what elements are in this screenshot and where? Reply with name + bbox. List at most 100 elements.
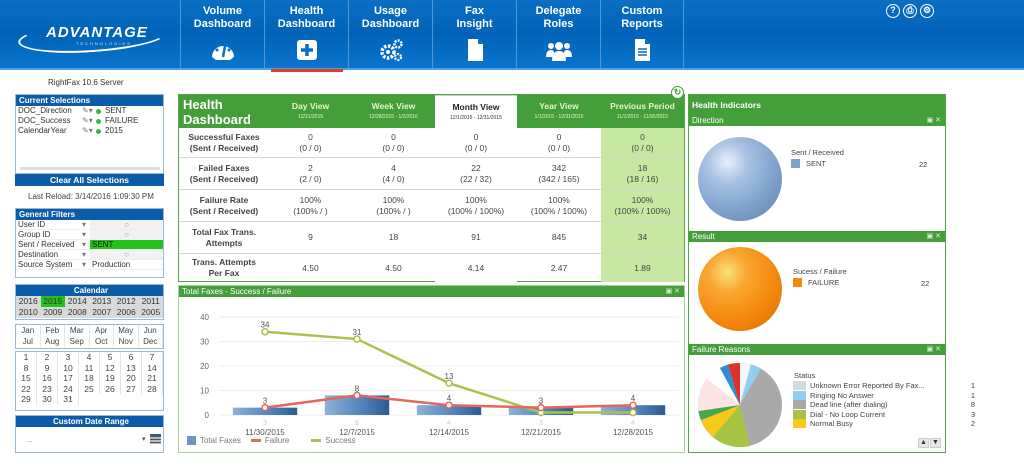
nav-delegate-roles[interactable]: Delegate Roles (516, 0, 600, 68)
year-cell-selected[interactable]: 2015 (40, 296, 65, 307)
filter-destination[interactable]: Destination ▾ ○ (16, 250, 163, 260)
legend-failure-result[interactable]: FAILURE (793, 278, 839, 287)
year-cell[interactable]: 2009 (43, 307, 63, 317)
day-cell[interactable]: 27 (121, 383, 142, 394)
year-cell[interactable]: 2010 (18, 307, 38, 317)
day-cell[interactable]: 17 (58, 373, 79, 384)
day-cell[interactable]: 4 (79, 352, 100, 363)
month-cell[interactable]: Apr (90, 325, 114, 336)
legend-failure[interactable]: Failure (250, 436, 289, 445)
failure-reasons-pie-chart[interactable] (695, 360, 785, 450)
edit-dropdown-icon[interactable]: ✎▾ (82, 126, 93, 135)
month-cell[interactable]: Jul (16, 336, 41, 347)
legend-item[interactable]: Normal Busy 2 (793, 419, 975, 429)
day-cell[interactable]: 20 (121, 373, 142, 384)
day-cell[interactable]: 9 (37, 362, 58, 373)
day-cell[interactable]: 8 (16, 362, 37, 373)
custom-date-range-input[interactable]: ... ▾ (16, 427, 163, 452)
day-cell[interactable]: 3 (58, 352, 79, 363)
day-cell[interactable]: 25 (79, 383, 100, 394)
day-cell[interactable]: 18 (79, 373, 100, 384)
day-cell[interactable]: 14 (142, 362, 163, 373)
panel-controls-icon[interactable]: ▣ ✕ (926, 233, 941, 240)
month-cell[interactable]: Aug (41, 336, 65, 347)
refresh-icon[interactable]: ↻ (671, 86, 684, 99)
day-cell[interactable]: 16 (37, 373, 58, 384)
scroll-down-button[interactable]: ▼ (930, 438, 941, 448)
panel-controls-icon[interactable]: ▣ ✕ (926, 117, 941, 124)
dropdown-icon[interactable]: ▾ (82, 250, 87, 259)
horizontal-scrollbar[interactable] (20, 167, 160, 170)
dropdown-icon[interactable]: ▾ (82, 230, 87, 239)
panel-controls-icon[interactable]: ▣ ✕ (926, 346, 941, 353)
tab-previous-period[interactable]: Previous Period 11/1/2015 - 11/30/2015 (610, 101, 675, 120)
day-cell[interactable]: 10 (58, 362, 79, 373)
day-cell[interactable]: 22 (16, 383, 37, 394)
clear-all-selections-button[interactable]: Clear All Selections (15, 174, 164, 186)
month-cell[interactable]: Jan (16, 325, 41, 336)
tab-month-view[interactable]: Month View 12/1/2015 - 12/31/2015 (435, 95, 517, 128)
day-cell[interactable]: 1 (16, 352, 37, 363)
year-cell[interactable]: 2014 (67, 296, 87, 306)
day-cell[interactable]: 30 (37, 394, 58, 405)
nav-health-dashboard[interactable]: Health Dashboard (264, 0, 348, 72)
print-icon[interactable]: ⎙ (903, 4, 917, 18)
selection-row[interactable]: CalendarYear ✎▾ 2015 (18, 126, 123, 135)
nav-fax-insight[interactable]: Fax Insight (432, 0, 516, 68)
nav-usage-dashboard[interactable]: Usage Dashboard (348, 0, 432, 68)
day-cell[interactable]: 24 (58, 383, 79, 394)
edit-dropdown-icon[interactable]: ✎▾ (82, 106, 93, 115)
month-cell[interactable]: Feb (41, 325, 65, 336)
filter-sent-received[interactable]: Sent / Received ▾ SENT (16, 240, 163, 250)
dropdown-icon[interactable]: ▾ (82, 240, 87, 249)
day-cell[interactable]: 31 (58, 394, 79, 405)
settings-icon[interactable]: ⚙ (920, 4, 934, 18)
day-cell[interactable]: 15 (16, 373, 37, 384)
day-cell[interactable]: 11 (79, 362, 100, 373)
year-cell[interactable]: 2007 (92, 307, 112, 317)
month-cell[interactable]: Dec (139, 336, 163, 347)
month-cell[interactable]: Mar (65, 325, 90, 336)
legend-success[interactable]: Success (311, 436, 356, 445)
dropdown-icon[interactable]: ▾ (82, 220, 87, 229)
selection-row[interactable]: DOC_Direction ✎▾ SENT (18, 106, 127, 115)
year-cell[interactable]: 2006 (116, 307, 136, 317)
day-cell[interactable]: 12 (100, 362, 121, 373)
year-cell[interactable]: 2012 (116, 296, 136, 306)
day-cell[interactable]: 5 (100, 352, 121, 363)
tab-day-view[interactable]: Day View 12/31/2015 (291, 101, 330, 120)
day-cell[interactable]: 2 (37, 352, 58, 363)
filter-source-system[interactable]: Source System ▾ Production (16, 260, 163, 270)
month-cell[interactable]: Nov (114, 336, 139, 347)
edit-dropdown-icon[interactable]: ✎▾ (82, 116, 93, 125)
month-cell[interactable]: Sep (65, 336, 90, 347)
day-cell[interactable]: 7 (142, 352, 163, 363)
legend-total-faxes[interactable]: Total Faxes (187, 436, 241, 446)
year-cell[interactable]: 2013 (92, 296, 112, 306)
legend-item[interactable]: Ringing No Answer 1 (793, 390, 975, 401)
day-cell[interactable]: 21 (142, 373, 163, 384)
year-cell[interactable]: 2016 (18, 296, 38, 306)
filter-user-id[interactable]: User ID ▾ ○ (16, 220, 163, 230)
nav-volume-dashboard[interactable]: Volume Dashboard (180, 0, 264, 68)
panel-controls-icon[interactable]: ▣ ✕ (665, 288, 680, 295)
day-cell[interactable]: 6 (121, 352, 142, 363)
month-cell[interactable]: Oct (90, 336, 114, 347)
day-cell[interactable]: 28 (142, 383, 163, 394)
dropdown-icon[interactable]: ▾ (82, 260, 87, 269)
filter-group-id[interactable]: Group ID ▾ ○ (16, 230, 163, 240)
month-cell[interactable]: Jun (139, 325, 163, 336)
month-cell[interactable]: May (114, 325, 139, 336)
direction-pie-chart[interactable] (698, 137, 782, 221)
tab-year-view[interactable]: Year View 1/1/2015 - 12/31/2015 (534, 101, 584, 120)
legend-item[interactable]: Dial - No Loop Current 3 (793, 409, 975, 420)
year-cell[interactable]: 2008 (67, 307, 87, 317)
legend-item[interactable]: Unknown Error Reported By Fax... 1 (793, 381, 975, 391)
calendar-picker-icon[interactable] (150, 434, 161, 444)
tab-week-view[interactable]: Week View 12/28/2015 - 1/3/2016 (369, 101, 418, 120)
selection-row[interactable]: DOC_Success ✎▾ FAILURE (18, 116, 139, 125)
scroll-up-button[interactable]: ▲ (918, 438, 929, 448)
day-cell[interactable]: 23 (37, 383, 58, 394)
day-cell[interactable]: 29 (16, 394, 37, 405)
year-cell[interactable]: 2011 (141, 296, 160, 306)
